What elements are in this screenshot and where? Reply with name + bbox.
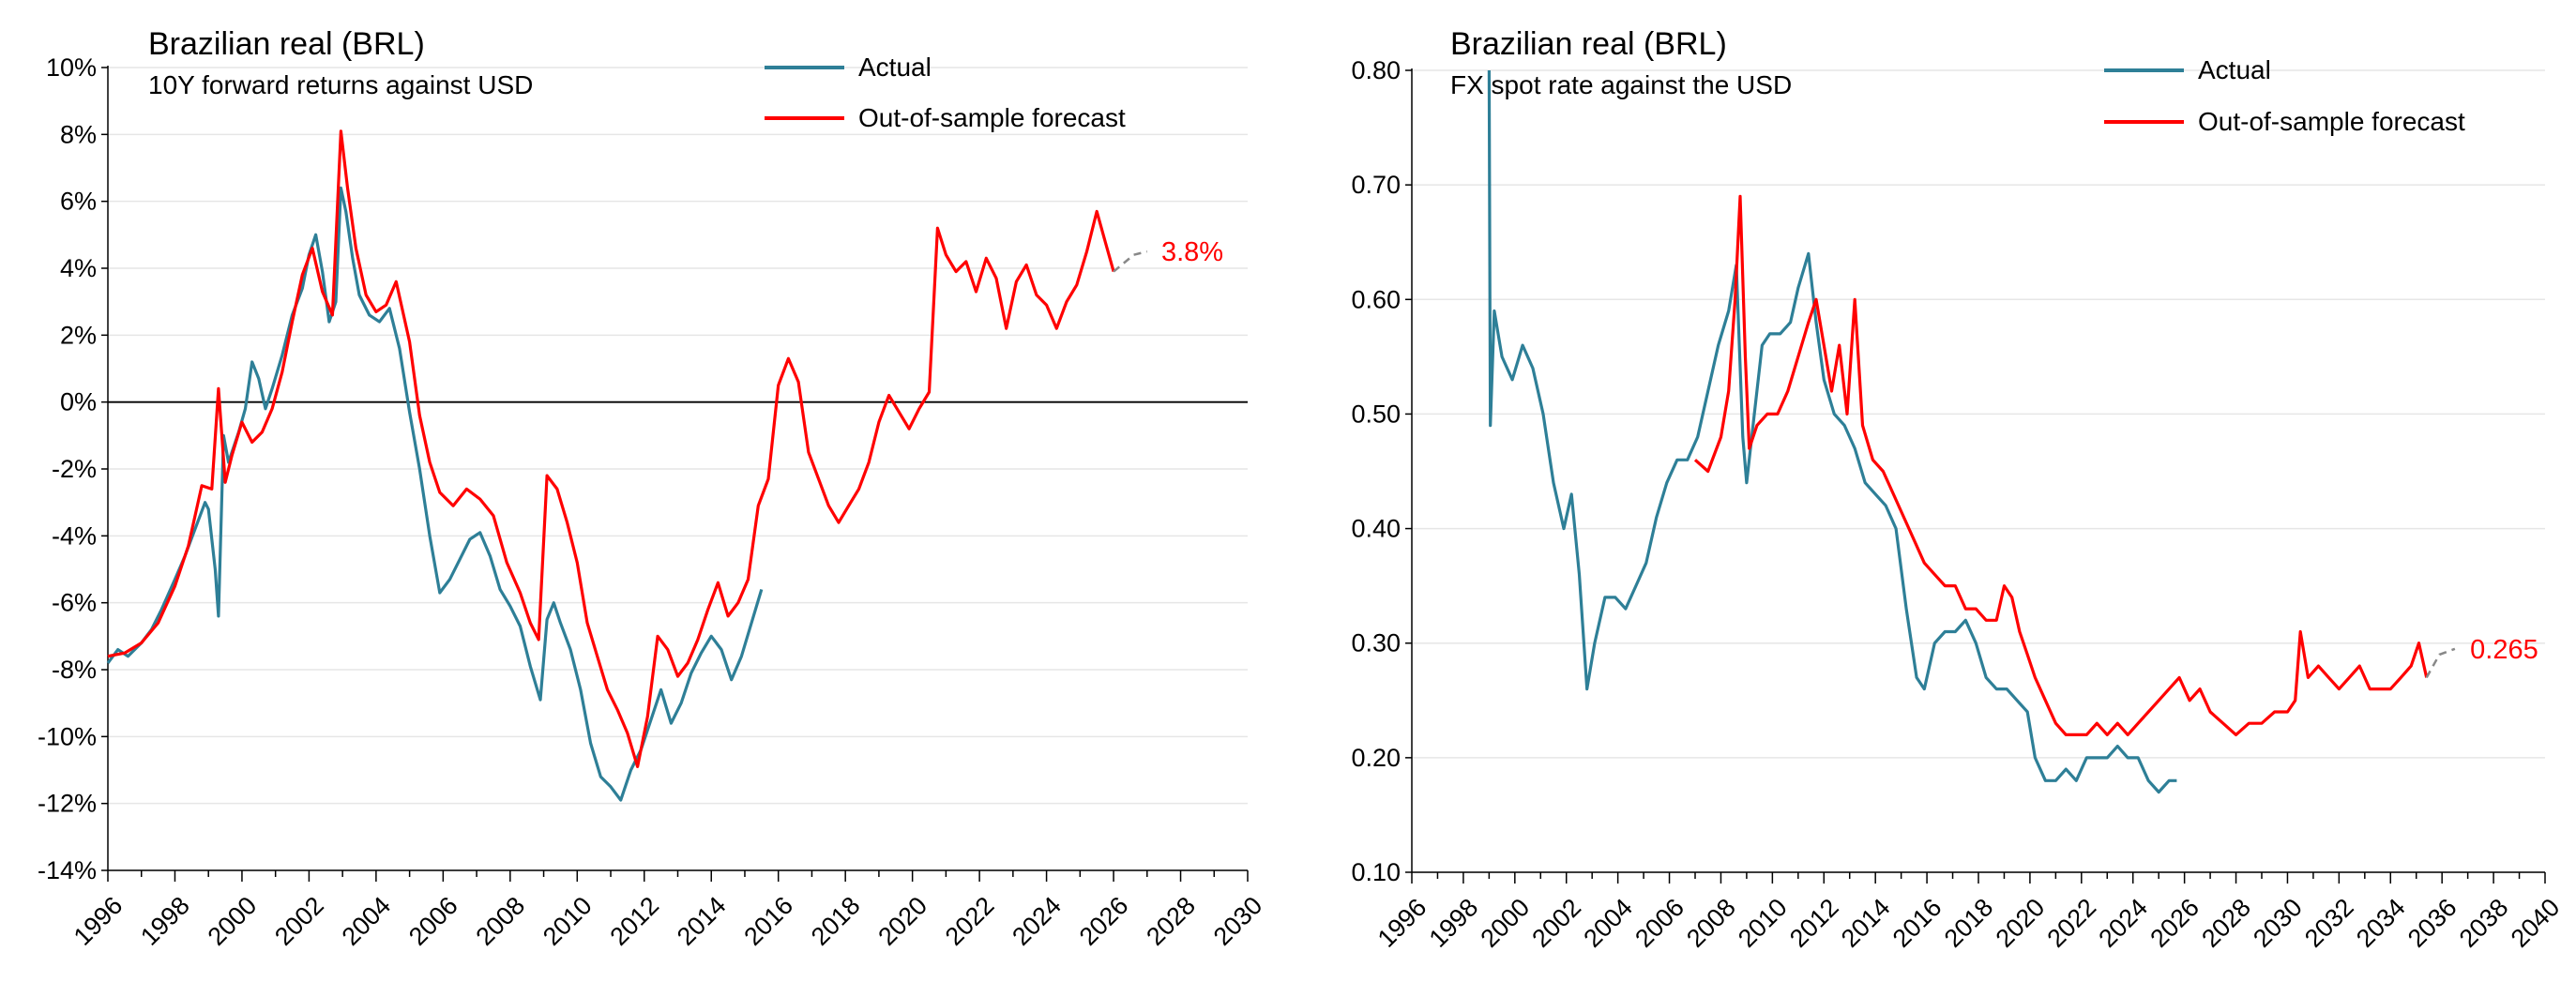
y-tick-label: 10%: [46, 53, 97, 82]
series-forecast-line: [107, 129, 1115, 768]
x-tick-label: 2016: [1887, 893, 1947, 953]
y-tick-label: 0.70: [1351, 171, 1401, 199]
legend-label-forecast: Out-of-sample forecast: [2198, 107, 2465, 136]
x-tick-label: 2032: [2299, 893, 2359, 953]
x-tick-label: 2020: [872, 891, 932, 951]
x-tick-label: 2028: [1141, 891, 1201, 951]
x-tick-label: 2012: [604, 891, 664, 951]
x-tick-label: 2030: [1208, 891, 1268, 951]
y-tick-label: 0.10: [1351, 858, 1401, 886]
y-tick-label: 0.40: [1351, 515, 1401, 543]
x-tick-label: 2010: [1733, 893, 1793, 953]
x-tick-label: 2006: [403, 891, 463, 951]
forecast-extension-line: [2425, 647, 2456, 679]
x-tick-label: 2036: [2402, 893, 2462, 953]
y-tick-label: 0.60: [1351, 285, 1401, 313]
x-tick-label: 2022: [940, 891, 1000, 951]
x-tick-label: 2022: [2042, 893, 2102, 953]
legend-label-actual: Actual: [2198, 55, 2271, 84]
x-tick-label: 2004: [1578, 893, 1638, 953]
chart-subtitle: 10Y forward returns against USD: [148, 70, 533, 99]
chart-subtitle: FX spot rate against the USD: [1450, 70, 1792, 99]
x-tick-label: 2038: [2454, 893, 2514, 953]
x-tick-label: 2024: [1007, 891, 1067, 951]
legend-label-forecast: Out-of-sample forecast: [858, 103, 1126, 132]
y-tick-label: 4%: [60, 254, 97, 282]
y-tick-label: -8%: [52, 656, 97, 684]
x-tick-label: 1998: [135, 891, 195, 951]
y-tick-label: -14%: [38, 856, 97, 884]
y-tick-label: 2%: [60, 321, 97, 349]
x-tick-label: 2002: [1526, 893, 1586, 953]
y-tick-label: 0.80: [1351, 56, 1401, 84]
y-tick-label: 0.50: [1351, 400, 1401, 428]
x-tick-label: 2018: [806, 891, 866, 951]
x-tick-label: 2004: [337, 891, 397, 951]
x-tick-label: 2010: [538, 891, 598, 951]
x-tick-label: 2018: [1939, 893, 1999, 953]
y-tick-label: 0.30: [1351, 629, 1401, 657]
x-tick-label: 2020: [1991, 893, 2051, 953]
x-tick-label: 2002: [269, 891, 329, 951]
chart-title: Brazilian real (BRL): [148, 26, 425, 62]
x-tick-label: 2034: [2351, 893, 2411, 953]
x-tick-label: 2000: [203, 891, 263, 951]
x-tick-label: 2000: [1476, 893, 1536, 953]
end-value-label: 3.8%: [1161, 237, 1223, 267]
x-tick-label: 2026: [2144, 893, 2205, 953]
x-tick-label: 2026: [1074, 891, 1134, 951]
y-tick-label: -10%: [38, 722, 97, 750]
y-tick-label: 6%: [60, 188, 97, 216]
x-tick-label: 2024: [2093, 893, 2153, 953]
y-tick-label: -6%: [52, 589, 97, 617]
y-tick-label: -12%: [38, 790, 97, 818]
chart-forward-returns: 10% 8% 6% 4% 2% 0% -2% -4% -6% -8% -10% -12% -14% 199…: [38, 26, 1267, 951]
x-tick-label: 2014: [1836, 893, 1896, 953]
x-tick-label: 1998: [1424, 893, 1484, 953]
x-tick-label: 2008: [471, 891, 531, 951]
x-tick-label: 2006: [1629, 893, 1690, 953]
chart-fx-spot-rate: 0.80 0.70 0.60 0.50 0.40 0.30 0.20 0.10 19961998…: [1351, 26, 2565, 953]
y-tick-label: -4%: [52, 521, 97, 550]
x-tick-label: 2030: [2248, 893, 2308, 953]
y-tick-label: -2%: [52, 455, 97, 483]
x-tick-label: 2012: [1784, 893, 1844, 953]
x-tick-label: 1996: [68, 891, 129, 951]
y-tick-label: 8%: [60, 120, 97, 148]
x-tick-label: 2014: [672, 891, 732, 951]
legend-label-actual: Actual: [858, 53, 932, 82]
series-forecast-line: [1693, 194, 2429, 736]
series-actual-line: [1487, 69, 2177, 794]
series-actual-line: [106, 186, 764, 802]
x-tick-label: 2028: [2196, 893, 2256, 953]
x-tick-label: 2008: [1681, 893, 1741, 953]
end-value-label: 0.265: [2470, 635, 2538, 665]
y-tick-label: 0%: [60, 388, 97, 416]
x-tick-label: 2040: [2506, 893, 2566, 953]
y-tick-label: 0.20: [1351, 744, 1401, 772]
chart-title: Brazilian real (BRL): [1450, 26, 1727, 62]
x-tick-label: 1996: [1372, 893, 1432, 953]
x-tick-label: 2016: [738, 891, 798, 951]
